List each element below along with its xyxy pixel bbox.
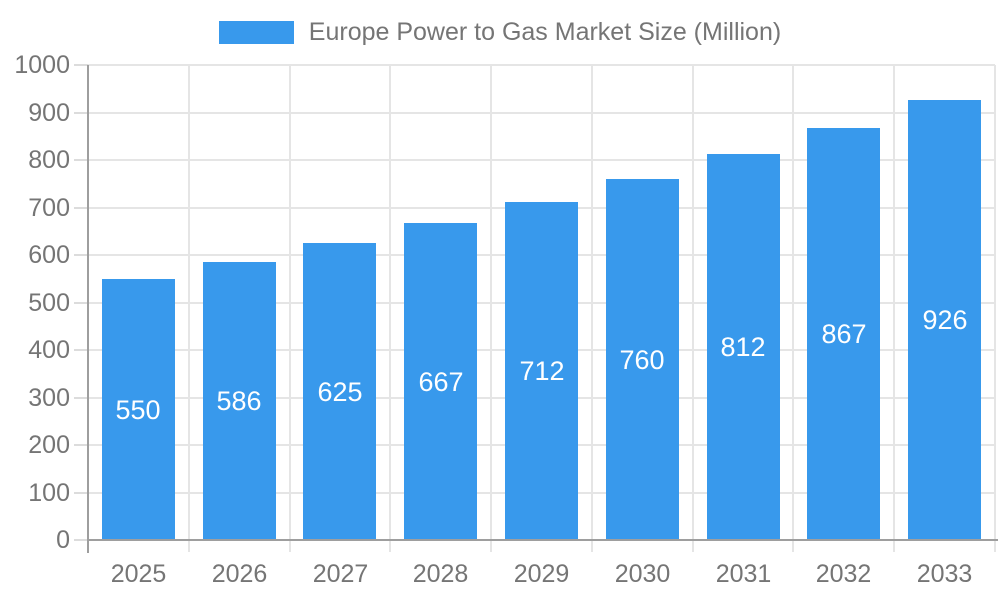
y-axis-tick-label: 800 bbox=[28, 146, 70, 174]
y-axis-tick-label: 300 bbox=[28, 383, 70, 412]
x-gridline bbox=[792, 65, 795, 552]
x-gridline bbox=[691, 65, 694, 552]
y-axis-line bbox=[87, 65, 89, 553]
bar bbox=[102, 279, 175, 540]
bar-value-label: 667 bbox=[418, 367, 464, 397]
y-axis-tick-label: 500 bbox=[28, 288, 70, 317]
y-gridline bbox=[88, 159, 995, 161]
x-gridline bbox=[490, 65, 493, 552]
x-gridline bbox=[893, 65, 896, 552]
bar-value-label: 760 bbox=[619, 345, 665, 375]
x-axis-line bbox=[88, 539, 998, 541]
bar-value-label: 926 bbox=[922, 305, 968, 335]
y-axis-tick-label: 700 bbox=[28, 193, 70, 222]
y-axis-tick-label: 600 bbox=[28, 241, 70, 269]
x-gridline bbox=[389, 65, 392, 552]
x-gridline bbox=[590, 65, 593, 552]
y-axis-tick-label: 100 bbox=[28, 478, 70, 507]
bar bbox=[505, 202, 578, 540]
y-axis-tick bbox=[74, 64, 88, 66]
y-axis-tick-label: 0 bbox=[56, 526, 70, 554]
y-axis-tick bbox=[74, 254, 88, 256]
x-gridline bbox=[994, 65, 996, 552]
y-axis-tick bbox=[74, 111, 88, 114]
y-axis-tick bbox=[74, 444, 88, 446]
x-axis-tick-label: 2028 bbox=[412, 560, 469, 588]
y-axis-tick-label: 1000 bbox=[14, 51, 70, 79]
bar bbox=[707, 154, 780, 540]
x-axis-tick-label: 2025 bbox=[110, 560, 167, 588]
y-gridline bbox=[88, 111, 995, 114]
bar-value-label: 586 bbox=[216, 386, 262, 416]
bar bbox=[908, 100, 981, 540]
bar-value-label: 550 bbox=[115, 395, 161, 425]
bar-value-label: 712 bbox=[519, 356, 565, 386]
bar bbox=[404, 223, 477, 540]
y-gridline bbox=[88, 64, 995, 66]
legend-swatch bbox=[218, 20, 294, 44]
y-axis-tick bbox=[74, 539, 88, 541]
y-axis-tick-label: 400 bbox=[28, 336, 70, 364]
x-axis-tick-label: 2033 bbox=[916, 560, 973, 588]
x-axis-tick-label: 2031 bbox=[715, 560, 772, 588]
legend-label: Europe Power to Gas Market Size (Million… bbox=[308, 18, 782, 46]
bar bbox=[807, 128, 880, 540]
bar-value-label: 812 bbox=[720, 332, 766, 362]
y-axis-tick bbox=[74, 491, 88, 494]
x-gridline bbox=[288, 65, 291, 552]
y-axis-tick-label: 200 bbox=[28, 431, 70, 459]
y-axis-tick bbox=[74, 159, 88, 161]
y-axis-tick bbox=[74, 349, 88, 351]
x-axis-tick-label: 2026 bbox=[211, 560, 268, 588]
x-axis-tick-label: 2032 bbox=[815, 560, 872, 588]
y-axis-tick bbox=[74, 206, 88, 209]
bar bbox=[606, 179, 679, 540]
bar bbox=[303, 243, 376, 540]
bar-value-label: 625 bbox=[317, 377, 363, 407]
x-gridline bbox=[187, 65, 190, 552]
bar-value-label: 867 bbox=[821, 319, 867, 349]
bar bbox=[203, 262, 276, 540]
legend-item[interactable]: Europe Power to Gas Market Size (Million… bbox=[0, 17, 1000, 47]
y-axis-tick-label: 900 bbox=[28, 98, 70, 127]
x-axis-tick-label: 2030 bbox=[614, 560, 671, 588]
y-axis-tick bbox=[74, 396, 88, 399]
x-axis-tick-label: 2027 bbox=[312, 560, 369, 588]
x-axis-tick-label: 2029 bbox=[513, 560, 570, 588]
y-axis-tick bbox=[74, 301, 88, 304]
